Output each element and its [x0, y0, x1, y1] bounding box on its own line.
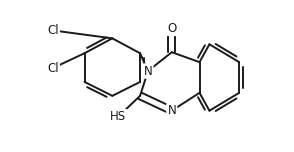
Text: Cl: Cl — [47, 24, 59, 37]
Text: N: N — [143, 65, 152, 78]
Text: O: O — [167, 22, 176, 35]
Text: HS: HS — [110, 110, 126, 123]
Text: N: N — [167, 104, 176, 117]
Text: Cl: Cl — [47, 62, 59, 75]
